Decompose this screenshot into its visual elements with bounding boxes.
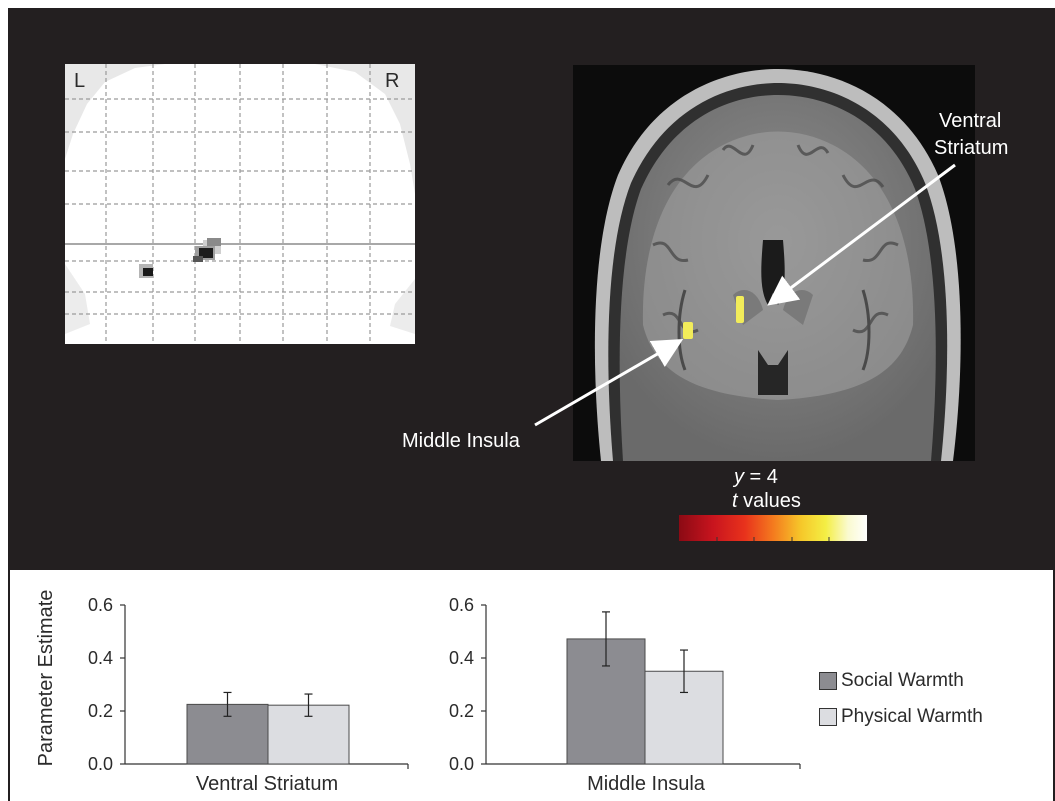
legend-social-warmth: Social Warmth (819, 670, 964, 692)
y-tick-label: 0.6 (449, 595, 474, 615)
y-tick-label: 0.2 (88, 701, 113, 721)
middle-insula-activation (683, 322, 693, 339)
x-axis-label: Ventral Striatum (196, 773, 338, 795)
glass-brain-image (65, 64, 415, 344)
ventral-striatum-label-2: Striatum (934, 137, 1009, 159)
slice-coordinate-label: y = 4 (734, 466, 778, 488)
y-tick-label: 0.2 (449, 701, 474, 721)
glass-brain-left-label: L (74, 70, 86, 92)
y-tick-label: 0.4 (88, 648, 113, 668)
middle-insula-label: Middle Insula (402, 430, 520, 452)
y-tick-label: 0.0 (88, 754, 113, 774)
bar-charts: 0.0 0.2 0.4 0.6 Ventral Striatum Parameter Es… (35, 590, 801, 795)
legend-physical-warmth: Physical Warmth (819, 706, 983, 728)
colorbar-title: t values (732, 490, 801, 512)
glass-brain-right-label: R (385, 70, 400, 92)
y-tick-label: 0.0 (449, 754, 474, 774)
legend-label: Physical Warmth (841, 706, 983, 727)
frame-left-rule (8, 570, 10, 801)
legend-swatch (819, 708, 837, 726)
ventral-striatum-label-1: Ventral (939, 110, 1002, 132)
colorbar-ticks (716, 537, 830, 541)
legend-swatch (819, 672, 837, 690)
y-tick-label: 0.4 (449, 648, 474, 668)
y-tick-label: 0.6 (88, 595, 113, 615)
mri-coronal-image (573, 65, 975, 461)
ventral-striatum-activation (736, 296, 744, 323)
frame-right-rule (1053, 570, 1055, 801)
x-axis-label: Middle Insula (587, 773, 706, 795)
legend-label: Social Warmth (841, 670, 964, 691)
t-value-colorbar (679, 515, 867, 541)
y-axis-label: Parameter Estimate (35, 590, 57, 767)
